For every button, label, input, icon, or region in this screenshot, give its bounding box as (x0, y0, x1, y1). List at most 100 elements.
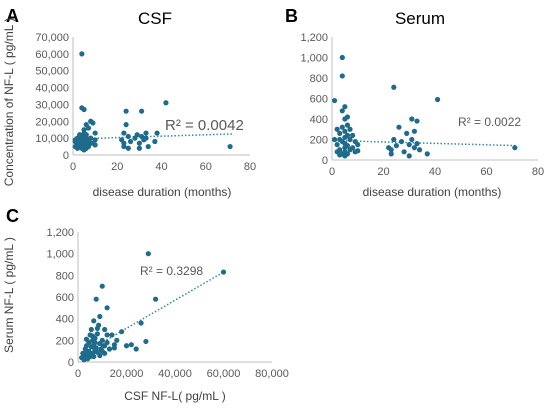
panel-c-y-tick-label: 800 (56, 270, 74, 282)
panel-c-data-point (93, 296, 99, 302)
panel-a-data-point (136, 145, 142, 151)
panel-a-data-point (125, 133, 131, 140)
panel-b-data-point (342, 128, 348, 134)
panel-c-y-tick-label: 600 (56, 292, 74, 304)
panel-a-y-tick-label: 50,000 (35, 66, 69, 78)
panel-c-y-tick-label: 1,200 (46, 227, 74, 239)
panel-b-points (331, 54, 518, 159)
panel-c-data-point (128, 342, 134, 348)
panel-b-data-point (512, 145, 518, 151)
panel-b-y-tick-label: 0 (322, 155, 328, 167)
panel-b-data-point (350, 132, 356, 138)
panel-b-data-point (344, 114, 351, 120)
panel-b-data-point (342, 104, 348, 110)
panel-b-data-point (414, 118, 420, 124)
panel-b-data-point (344, 143, 351, 149)
panel-a-data-point (152, 138, 158, 145)
panel-c-x-axis-title: CSF NF-L( pg/mL ) (124, 389, 226, 403)
panel-a-y-tick-label: 30,000 (35, 99, 69, 111)
panel-a-y-tick-label: 10,000 (35, 133, 69, 145)
panel-b-data-point (347, 126, 353, 132)
panel-b-data-point (388, 151, 394, 157)
panel-c-data-point (99, 283, 105, 289)
panel-c-data-point (85, 351, 91, 358)
panel-c-x-tick-label: 40,000 (158, 368, 192, 380)
panel-b-axes: 0 200 400 600 800 1,000 1,200 0 20 40 60 80 (300, 32, 544, 178)
panel-b-data-point (350, 145, 356, 151)
panel-c-chart: C 0 200 400 600 800 1,000 1,200 0 20,000 40,000 60… (2, 206, 289, 403)
panel-c-data-point (104, 305, 110, 311)
panel-b-data-point (401, 149, 407, 155)
panel-b-data-point (411, 128, 417, 134)
panel-c-data-point (99, 337, 105, 343)
panel-b-data-point (393, 143, 399, 149)
panel-b-letter: B (285, 6, 298, 26)
panel-c-data-point (94, 325, 100, 332)
panel-c-data-point (220, 269, 227, 275)
panel-c-data-point (97, 352, 103, 359)
panel-a-data-point (92, 137, 98, 143)
panel-b-data-point (388, 147, 394, 153)
panel-a-data-point (85, 125, 92, 131)
panel-b-data-point (391, 136, 397, 143)
panel-c-data-point (119, 329, 125, 335)
panel-a-data-point (121, 130, 127, 136)
panel-a-data-point (143, 130, 149, 136)
panel-c-data-point (111, 345, 117, 351)
panel-c-data-point (104, 332, 110, 338)
panel-c-data-point (114, 337, 120, 343)
panel-b-data-point (414, 141, 420, 147)
panel-a-x-axis-title: disease duration (months) (93, 185, 232, 199)
panel-b-data-point (398, 138, 405, 145)
panel-b-data-point (404, 130, 410, 136)
panel-b-data-point (344, 132, 351, 138)
panel-c-data-point (92, 339, 98, 346)
panel-b-data-point (409, 136, 415, 143)
panel-a-data-point (163, 100, 169, 106)
panel-b-trendline-path (331, 139, 518, 147)
panel-a-y-axis-title: Concentration of NF-L ( pg/mL ) (2, 18, 16, 187)
panel-a-data-point (154, 130, 160, 136)
panel-c-trendline-path (84, 271, 224, 353)
panel-c-data-point (143, 338, 149, 345)
panel-c-data-point (102, 343, 108, 349)
panel-b-data-point (416, 147, 423, 153)
panel-b-y-tick-label: 200 (310, 135, 328, 147)
panel-c-data-point (83, 336, 90, 342)
panel-c-y-tick-label: 400 (56, 314, 74, 326)
panel-b-x-tick-label: 40 (429, 166, 441, 178)
panel-a-points (72, 51, 233, 153)
panel-a-y-tick-label: 40,000 (35, 83, 69, 95)
panel-a-data-point (79, 51, 85, 57)
panel-a-data-point (145, 143, 151, 150)
panel-a-y-tick-label: 60,000 (35, 49, 69, 61)
panel-b-trendline (331, 139, 518, 147)
panel-a-data-point (92, 142, 98, 148)
panel-a-y-tick-label: 20,000 (35, 116, 69, 128)
panel-c-y-axis-title: Serum NF-L ( pg/mL ) (2, 237, 16, 353)
panel-a-data-point (121, 143, 127, 150)
panel-b-data-point (347, 136, 353, 143)
panel-a-data-point (136, 140, 142, 146)
panel-b-x-axis-title: disease duration (months) (363, 185, 502, 199)
panel-b-x-tick-label: 60 (480, 166, 492, 178)
panel-a-data-point (92, 130, 98, 136)
panel-b-data-point (344, 151, 351, 157)
panel-c-x-tick-label: 20,000 (110, 368, 144, 380)
panel-b-data-point (334, 126, 340, 132)
panel-b-r2-label: R² = 0.0022 (458, 115, 521, 129)
panel-a-data-point (81, 106, 87, 113)
panel-c-y-tick-label: 200 (56, 335, 74, 347)
panel-a-x-tick-label: 0 (70, 161, 76, 173)
panel-b-data-point (344, 122, 351, 128)
panel-b-data-point (391, 84, 397, 90)
panel-c-data-point (91, 318, 97, 324)
panel-a-letter: A (6, 6, 19, 26)
panel-c-data-point (97, 313, 103, 320)
panel-c-data-point (99, 348, 105, 354)
panel-b-y-tick-label: 1,000 (300, 53, 328, 65)
panel-b-x-tick-label: 20 (377, 166, 389, 178)
panel-b-data-point (406, 142, 412, 148)
panel-b-data-point (331, 97, 338, 104)
